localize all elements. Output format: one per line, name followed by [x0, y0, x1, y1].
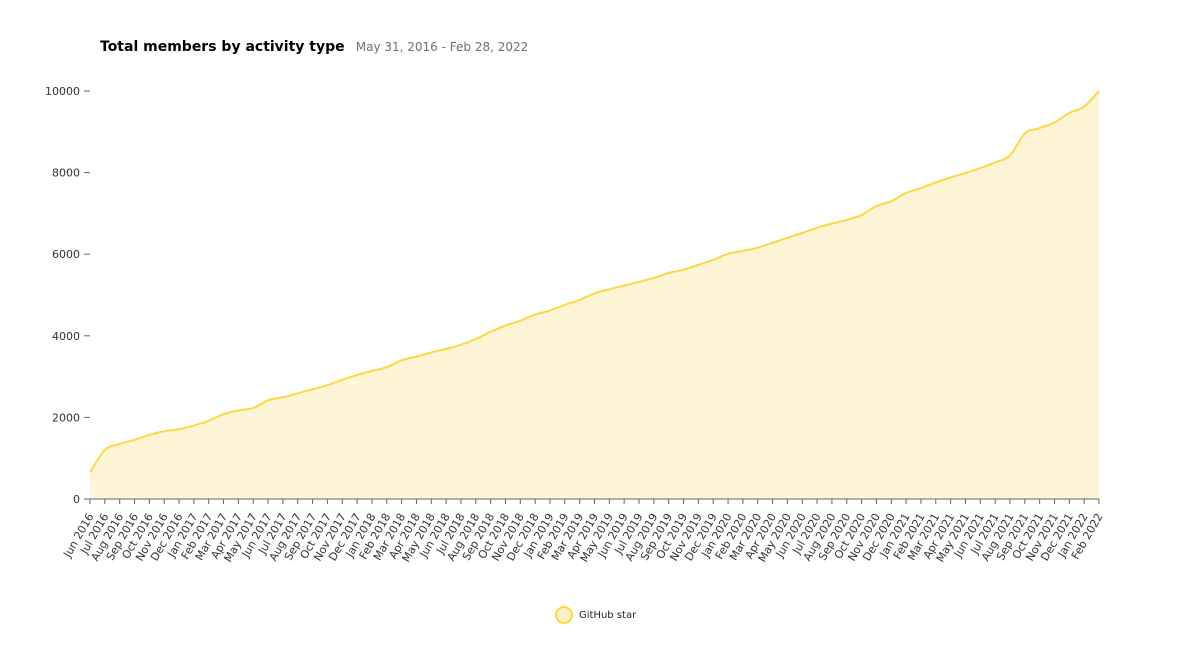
legend-swatch-circle	[555, 606, 573, 624]
y-tick-label: 2000	[52, 411, 80, 424]
y-axis: 0 2000 4000 6000 8000 10000	[45, 85, 90, 506]
y-tick-label: 4000	[52, 330, 80, 343]
y-tick-label: 10000	[45, 85, 80, 98]
series-line-github-star	[89, 90, 1100, 474]
legend[interactable]: GitHub star	[555, 606, 636, 624]
legend-label: GitHub star	[579, 609, 637, 621]
y-tick-label: 8000	[52, 167, 80, 180]
y-tick-label: 6000	[52, 248, 80, 261]
chart-title: Total members by activity type	[100, 39, 345, 55]
series-layer	[89, 90, 1100, 499]
y-tick-label: 0	[73, 493, 80, 506]
chart-header: Total members by activity type May 31, 2…	[100, 36, 528, 55]
series-area-github-star	[90, 91, 1099, 499]
chart-date-range: May 31, 2016 - Feb 28, 2022	[355, 40, 529, 54]
